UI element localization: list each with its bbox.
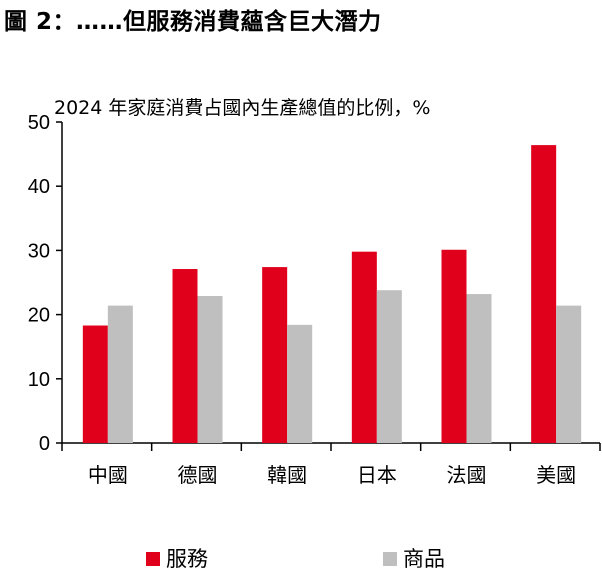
legend-swatch [383, 552, 397, 566]
x-tick-label: 日本 [357, 463, 397, 487]
bar-goods [197, 295, 223, 443]
x-tick-label: 法國 [447, 463, 487, 487]
x-tick-label: 德國 [178, 463, 218, 487]
y-tick-label: 0 [39, 433, 50, 455]
y-tick-label: 50 [28, 112, 50, 134]
chart-title: 2024 年家庭消費占國內生產總值的比例，% [54, 97, 430, 119]
x-tick-label: 美國 [536, 463, 576, 487]
bar-goods [287, 324, 313, 443]
legend-label: 商品 [403, 547, 445, 571]
bar-goods [556, 305, 582, 443]
x-tick-label: 中國 [88, 463, 128, 487]
figure-title: 圖 2：……但服務消費蘊含巨大潛力 [4, 9, 382, 35]
bar-goods [466, 294, 492, 443]
bar-services [351, 251, 377, 443]
bar-services [262, 267, 288, 443]
y-tick-label: 20 [28, 305, 50, 327]
bar-goods [376, 290, 402, 443]
bar-services [172, 269, 198, 443]
axes: 0 10 20 30 40 50 中國 德國 韓國 日本 法國 美國 [28, 112, 601, 487]
bar-services [82, 325, 108, 443]
bar-goods [107, 305, 133, 443]
bar-services [441, 249, 467, 443]
legend-label: 服務 [166, 547, 208, 571]
bars [82, 145, 582, 443]
y-tick-label: 10 [28, 369, 50, 391]
legend-swatch [146, 552, 160, 566]
x-tick-label: 韓國 [267, 463, 307, 487]
y-tick-label: 40 [28, 176, 50, 198]
legend: 服務 商品 [146, 547, 445, 571]
y-tick-label: 30 [28, 240, 50, 262]
bar-services [531, 145, 557, 443]
